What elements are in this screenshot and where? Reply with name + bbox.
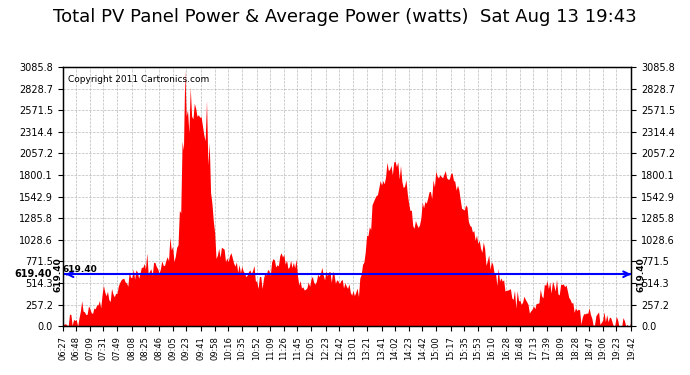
Text: 619.40: 619.40 <box>63 265 97 274</box>
Text: 619.40: 619.40 <box>637 257 646 292</box>
Text: Total PV Panel Power & Average Power (watts)  Sat Aug 13 19:43: Total PV Panel Power & Average Power (wa… <box>53 8 637 26</box>
Text: 619.40: 619.40 <box>54 257 63 292</box>
Text: 619.40: 619.40 <box>14 269 52 279</box>
Text: Copyright 2011 Cartronics.com: Copyright 2011 Cartronics.com <box>68 75 210 84</box>
